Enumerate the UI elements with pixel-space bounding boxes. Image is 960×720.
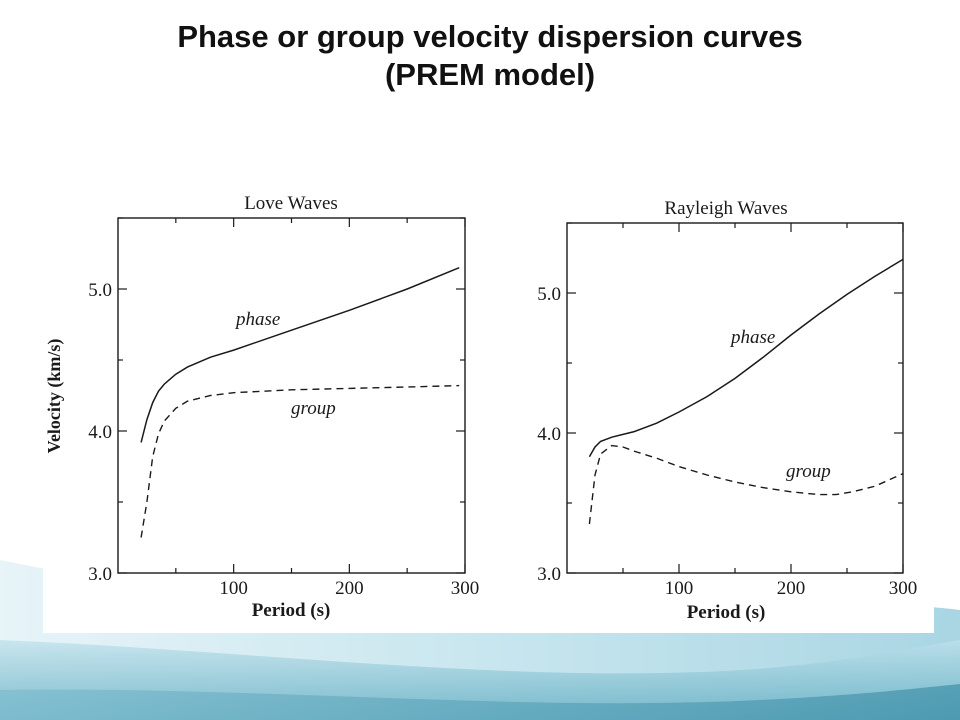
rayleigh-chart-title: Rayleigh Waves (664, 198, 787, 219)
love-ytick-label-4.0: 4.0 (88, 422, 112, 443)
ray-xtick-label-300: 300 (889, 578, 918, 599)
slide-title-line-2: (PREM model) (384, 57, 596, 92)
love-tick-labels: 100 200 300 3.0 4.0 5.0 (88, 280, 479, 599)
love-phase-line (140, 267, 460, 443)
ray-xtick-label-200: 200 (777, 578, 806, 599)
ray-xtick-label-100: 100 (665, 578, 694, 599)
love-chart-title: Love Waves (244, 193, 338, 214)
love-x-axis-label: Period (s) (252, 600, 331, 621)
rayleigh-tick-labels: 100 200 300 3.0 4.0 5.0 (537, 284, 917, 599)
ray-ytick-label-5.0: 5.0 (537, 284, 561, 305)
rayleigh-phase-label: phase (729, 327, 775, 348)
love-chart: Love Waves 100 200 300 3.0 4.0 5.0 phase grou… (44, 193, 479, 621)
rayleigh-phase-line (588, 258, 904, 458)
slide-title: Phase or group velocity dispersion curve… (0, 18, 960, 94)
love-ticks (118, 217, 466, 574)
love-y-axis-label: Velocity (km/s) (44, 339, 65, 454)
love-xtick-label-300: 300 (451, 578, 480, 599)
slide-title-line-1: Phase or group velocity dispersion curve… (177, 19, 803, 54)
love-chart-frame (117, 217, 466, 574)
rayleigh-x-axis-label: Period (s) (687, 602, 766, 623)
love-phase-label: phase (234, 309, 280, 330)
rayleigh-ticks (567, 222, 904, 574)
love-xtick-label-200: 200 (335, 578, 364, 599)
love-group-label: group (291, 398, 336, 419)
love-group-line (140, 384, 460, 538)
dispersion-figure: Love Waves 100 200 300 3.0 4.0 5.0 phase grou… (44, 193, 917, 623)
love-ytick-label-3.0: 3.0 (88, 564, 112, 585)
rayleigh-group-label: group (786, 461, 831, 482)
love-xtick-label-100: 100 (219, 578, 248, 599)
rayleigh-group-line (588, 444, 904, 525)
figure-panel: Love Waves 100 200 300 3.0 4.0 5.0 phase grou… (43, 190, 934, 633)
love-ytick-label-5.0: 5.0 (88, 280, 112, 301)
ray-ytick-label-3.0: 3.0 (537, 564, 561, 585)
ray-ytick-label-4.0: 4.0 (537, 424, 561, 445)
rayleigh-chart-frame (566, 222, 904, 574)
